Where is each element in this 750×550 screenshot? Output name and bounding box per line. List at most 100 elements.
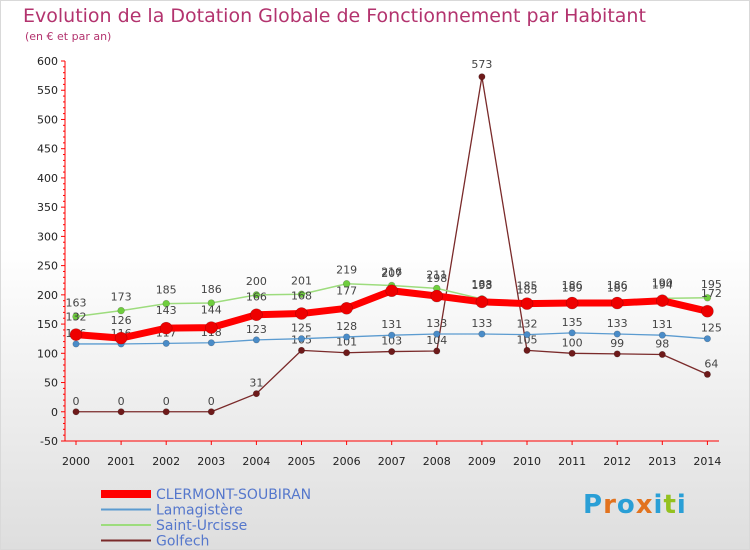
data-label-golfech: 0 [118, 395, 125, 408]
logo-letter: i [676, 490, 687, 520]
data-point-clermont-soubiran [385, 284, 399, 298]
data-point-golfech [478, 73, 486, 81]
data-label-saint-urcisse: 189 [607, 281, 628, 294]
data-point-saint-urcisse [297, 290, 306, 298]
data-point-saint-urcisse [342, 280, 351, 288]
x-tick-label: 2012 [603, 455, 631, 468]
data-label-lamagist-re: 123 [246, 323, 267, 336]
y-tick-label: 400 [37, 172, 58, 185]
chart-subtitle: (en € et par an) [25, 30, 112, 43]
data-point-golfech [162, 408, 170, 416]
data-point-clermont-soubiran [340, 301, 353, 315]
data-label-golfech: 64 [704, 357, 718, 370]
logo-letter: o [616, 490, 636, 520]
data-point-golfech [703, 370, 711, 378]
data-label-lamagist-re: 128 [336, 320, 357, 333]
data-label-saint-urcisse: 186 [201, 283, 222, 296]
data-point-clermont-soubiran [69, 328, 83, 341]
data-label-golfech: 31 [249, 377, 263, 390]
data-point-golfech [658, 350, 666, 358]
x-tick-label: 2011 [558, 455, 586, 468]
data-label-clermont-soubiran: 198 [426, 272, 447, 285]
logo-letter: x [635, 490, 654, 520]
data-label-clermont-soubiran: 132 [66, 311, 87, 324]
data-label-lamagist-re: 125 [291, 322, 312, 335]
data-point-clermont-soubiran [701, 304, 714, 318]
data-label-clermont-soubiran: 166 [246, 291, 267, 304]
data-label-golfech: 99 [610, 337, 624, 350]
data-label-saint-urcisse: 185 [517, 284, 538, 297]
data-label-clermont-soubiran: 190 [652, 277, 673, 290]
data-point-clermont-soubiran [520, 297, 534, 310]
data-point-clermont-soubiran [610, 296, 624, 310]
data-label-lamagist-re: 133 [607, 317, 628, 330]
x-tick-label: 2002 [152, 455, 180, 468]
x-tick-label: 2007 [378, 455, 406, 468]
data-label-saint-urcisse: 195 [701, 278, 722, 291]
y-tick-label: 550 [37, 84, 58, 97]
data-point-lamagist-re [568, 329, 576, 337]
y-tick-label: 450 [37, 143, 58, 156]
data-point-clermont-soubiran [430, 289, 444, 303]
data-point-lamagist-re [523, 331, 531, 339]
legend: CLERMONT-SOUBIRANLamagistèreSaint-Urciss… [101, 487, 311, 549]
data-label-clermont-soubiran: 143 [156, 304, 177, 317]
data-label-lamagist-re: 133 [471, 317, 492, 330]
series-golfech: 000031105101103104573105100999864 [73, 58, 718, 416]
data-point-saint-urcisse [207, 299, 216, 307]
data-point-lamagist-re [703, 335, 711, 343]
data-point-saint-urcisse [117, 306, 125, 315]
x-tick-label: 2005 [288, 455, 316, 468]
data-label-lamagist-re: 135 [562, 316, 583, 329]
y-tick-label: 350 [37, 201, 58, 214]
series-line-golfech [75, 76, 709, 413]
logo-letter: t [663, 490, 677, 520]
data-point-lamagist-re [613, 330, 621, 338]
data-label-golfech: 0 [73, 395, 80, 408]
data-label-saint-urcisse: 200 [246, 275, 267, 288]
data-label-golfech: 101 [336, 336, 357, 349]
y-tick-label: 0 [51, 406, 58, 419]
data-point-clermont-soubiran [655, 294, 669, 307]
legend-label-clermont-soubiran: CLERMONT-SOUBIRAN [156, 487, 311, 503]
data-label-saint-urcisse: 193 [471, 279, 492, 292]
y-tick-label: 200 [37, 289, 58, 302]
data-point-golfech [568, 349, 576, 357]
data-point-lamagist-re [478, 330, 486, 338]
data-point-clermont-soubiran [159, 321, 173, 335]
y-tick-label: 100 [37, 347, 58, 360]
data-point-golfech [523, 346, 531, 354]
y-tick-label: 600 [37, 55, 58, 68]
data-point-clermont-soubiran [475, 295, 489, 309]
data-point-lamagist-re [162, 339, 170, 347]
x-tick-label: 2013 [648, 455, 676, 468]
proxiti-logo: Proxiti [583, 490, 687, 520]
data-label-golfech: 573 [471, 58, 492, 71]
x-tick-label: 2001 [107, 455, 135, 468]
data-point-golfech [297, 346, 305, 354]
x-tick-label: 2009 [468, 455, 496, 468]
data-point-saint-urcisse [72, 312, 80, 321]
data-point-clermont-soubiran [205, 321, 218, 334]
data-point-clermont-soubiran [114, 331, 128, 345]
x-tick-label: 2004 [242, 455, 270, 468]
data-label-golfech: 103 [381, 335, 402, 348]
data-label-clermont-soubiran: 172 [701, 287, 722, 300]
data-label-lamagist-re: 125 [701, 322, 722, 335]
data-point-golfech [117, 408, 125, 416]
data-label-golfech: 100 [562, 336, 583, 349]
data-point-clermont-soubiran [295, 307, 308, 320]
logo-letter: P [583, 490, 604, 520]
y-tick-label: 250 [37, 260, 58, 273]
data-label-golfech: 0 [163, 395, 170, 408]
data-point-golfech [252, 390, 260, 398]
legend-swatch-clermont-soubiran [101, 490, 151, 498]
data-point-saint-urcisse [703, 294, 712, 302]
data-point-clermont-soubiran [565, 296, 579, 310]
data-point-lamagist-re [297, 335, 305, 343]
x-tick-label: 2006 [333, 455, 361, 468]
legend-swatch-lamagist-re [101, 508, 151, 511]
data-label-lamagist-re: 132 [517, 318, 538, 331]
